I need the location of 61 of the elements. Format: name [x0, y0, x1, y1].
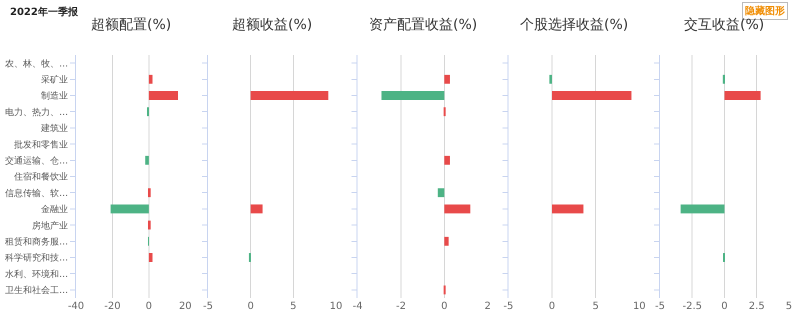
y-tick-label: 电力、热力、…: [5, 106, 68, 118]
x-tick-label: 10: [632, 301, 646, 312]
chart-title: 超额收益(%): [232, 17, 312, 33]
x-tick-label: 10: [330, 301, 342, 312]
y-tick-label: 水利、环境和…: [5, 268, 68, 280]
x-tick-label: 0: [146, 301, 152, 312]
y-tick-label: 交通运输、仓…: [5, 155, 68, 166]
x-tick-label: 0: [441, 301, 448, 312]
chart-title: 超额配置(%): [91, 17, 172, 33]
y-tick-label: 科学研究和技…: [5, 252, 68, 264]
x-tick-label: 5: [786, 301, 792, 312]
x-tick-label: -2: [396, 301, 406, 312]
x-tick-label: 20: [178, 301, 192, 312]
x-tick-label: 2: [484, 301, 491, 312]
bar: [444, 204, 470, 214]
bar: [148, 253, 153, 262]
bar: [148, 188, 151, 198]
text: 隐藏图形: [745, 5, 785, 17]
y-tick-label: 农、林、牧、…: [5, 58, 68, 70]
bar: [145, 156, 149, 165]
x-tick-label: -5: [654, 301, 665, 312]
y-tick-label: 采矿业: [41, 74, 68, 86]
x-tick-label: 5: [290, 301, 296, 312]
bar: [438, 188, 444, 198]
y-tick-label: 金融业: [41, 204, 68, 216]
y-tick-label: 住宿和餐饮业: [14, 172, 68, 183]
bar: [148, 74, 153, 84]
y-tick-label: 卫生和社会工…: [5, 285, 68, 296]
bar: [444, 74, 450, 84]
bar: [444, 156, 450, 165]
y-tick-label: 租赁和商务服…: [5, 236, 68, 248]
x-tick-label: -5: [503, 301, 514, 312]
x-tick-label: -5: [202, 301, 213, 312]
y-tick-label: 信息传输、软…: [5, 188, 68, 199]
bar: [148, 91, 178, 100]
y-tick-label: 批发和零售业: [14, 139, 68, 150]
x-tick-label: 0: [548, 301, 556, 312]
text: 2022年一季报: [10, 6, 79, 18]
bar: [148, 220, 151, 230]
x-tick-label: -4: [352, 301, 363, 312]
bar: [250, 91, 328, 100]
y-tick-label: 制造业: [41, 90, 68, 102]
x-tick-label: 0: [247, 301, 254, 312]
x-tick-label: -40: [68, 301, 84, 312]
x-tick-label: 2.5: [748, 301, 765, 312]
x-tick-label: -2.5: [682, 301, 702, 312]
y-tick-label: 建筑业: [40, 123, 68, 134]
y-tick-label: 房地产业: [32, 220, 68, 232]
chart-title: 个股选择收益(%): [520, 17, 628, 33]
x-tick-label: -20: [104, 301, 121, 312]
bar: [549, 74, 552, 84]
x-tick-label: 0: [721, 301, 728, 312]
x-tick-label: 5: [592, 301, 599, 312]
bar: [110, 204, 149, 214]
bar: [444, 236, 449, 246]
bar: [552, 91, 632, 100]
bar: [381, 91, 444, 100]
bar: [250, 204, 263, 214]
chart-title: 资产配置收益(%): [369, 17, 478, 33]
bar: [552, 204, 584, 214]
chart-title: 交互收益(%): [684, 17, 764, 33]
